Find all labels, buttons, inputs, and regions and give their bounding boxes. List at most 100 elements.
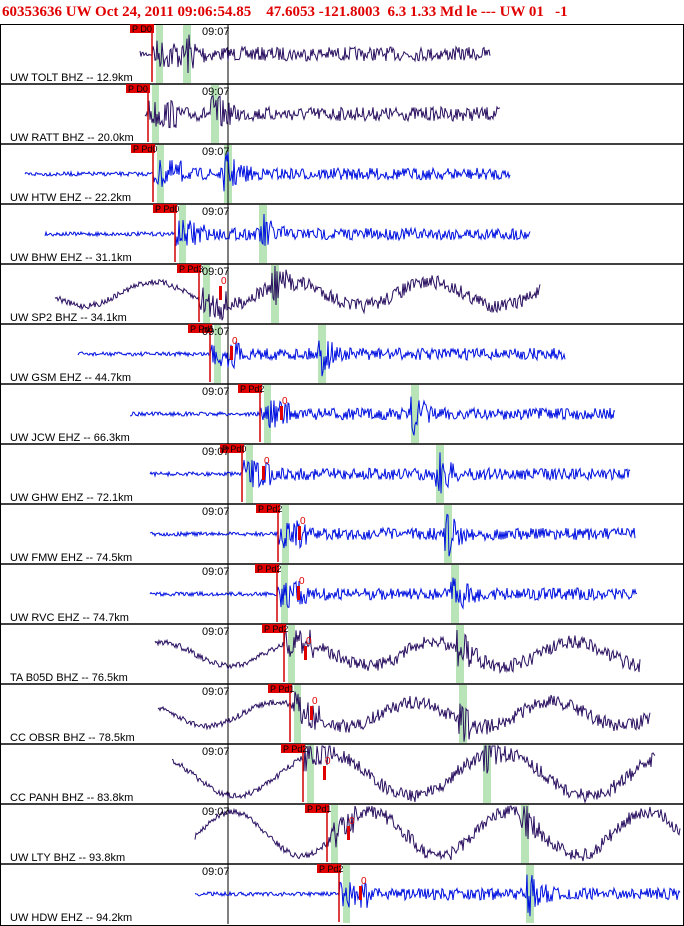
- s-window: [436, 445, 444, 503]
- waveform: [24, 151, 511, 192]
- waveform: [144, 94, 501, 129]
- time-label: 09:07: [202, 146, 230, 158]
- time-label: 09:07: [202, 686, 230, 698]
- pick-label: P Pd1: [190, 324, 214, 334]
- pick-flag: [131, 144, 155, 153]
- waveform: [54, 265, 541, 321]
- s-window: [521, 805, 529, 863]
- phase-label: 0: [300, 516, 306, 527]
- phase-mark: [230, 346, 233, 360]
- pick-label: P Pd2: [257, 564, 281, 574]
- phase-mark: [262, 466, 265, 480]
- time-label: 09:07: [202, 806, 230, 818]
- pick-flag: [177, 264, 201, 273]
- pick-label: P Pd2: [264, 624, 288, 634]
- pick-flag: [305, 804, 329, 813]
- station-label: UW GSM EHZ -- 44.7km: [10, 372, 131, 384]
- station-label: CC OBSR BHZ -- 78.5km: [10, 732, 135, 744]
- waveform: [194, 805, 681, 862]
- phase-label: 0: [282, 396, 288, 407]
- pick-flag: [153, 204, 177, 213]
- waveform: [139, 34, 491, 74]
- phase-mark: [297, 586, 300, 600]
- waveform: [129, 396, 616, 436]
- phase-label: 0: [306, 636, 312, 647]
- pick-label: P Pd0: [133, 144, 157, 154]
- pick-label: P Pd0: [155, 204, 179, 214]
- waveform: [194, 874, 681, 917]
- s-window: [411, 385, 419, 443]
- pick-flag: [238, 384, 262, 393]
- phase-label: 0: [299, 576, 305, 587]
- time-label: 09:07: [202, 506, 230, 518]
- phase-label: 0: [349, 816, 355, 827]
- station-label: UW BHW EHZ -- 31.1km: [10, 252, 132, 264]
- phase-label: 0: [312, 696, 318, 707]
- s-window: [288, 625, 295, 683]
- s-window: [157, 145, 164, 203]
- waveform: [171, 744, 656, 804]
- phase-label: 0: [232, 336, 238, 347]
- waveform: [149, 577, 638, 610]
- phase-label: 0: [264, 456, 270, 467]
- phase-mark: [280, 406, 283, 420]
- pick-label: P Pd2: [283, 744, 307, 754]
- pick-flag: [256, 504, 280, 513]
- pick-label: P D0: [132, 24, 152, 34]
- s-window: [318, 325, 326, 383]
- pick-flag: [130, 24, 154, 33]
- pick-flag: [188, 324, 212, 333]
- waveform: [157, 691, 651, 742]
- pick-label: P Pd1: [270, 684, 294, 694]
- s-window: [271, 265, 279, 323]
- phase-mark: [298, 526, 301, 540]
- phase-mark: [310, 706, 313, 720]
- station-label: UW RATT BHZ -- 20.0km: [10, 132, 134, 144]
- time-label: 09:07: [202, 266, 230, 278]
- pick-flag: [268, 684, 292, 693]
- waveform: [149, 513, 636, 557]
- pick-label: P Pd3: [179, 264, 203, 274]
- s-window: [307, 745, 314, 803]
- station-label: UW GHW EHZ -- 72.1km: [10, 492, 133, 504]
- time-label: 09:07: [202, 386, 230, 398]
- s-window: [526, 865, 534, 923]
- station-label: CC PANH BHZ -- 83.8km: [10, 792, 133, 804]
- pick-flag: [262, 624, 286, 633]
- pick-label: P Pd2: [319, 864, 343, 874]
- time-label: 09:07: [202, 746, 230, 758]
- station-label: TA B05D BHZ -- 76.5km: [10, 672, 128, 684]
- time-label: 09:07: [202, 446, 230, 458]
- time-label: 09:07: [202, 626, 230, 638]
- s-window: [203, 265, 210, 323]
- s-window: [294, 685, 301, 743]
- pick-flag: [317, 864, 341, 873]
- station-label: UW RVC EHZ -- 74.7km: [10, 612, 129, 624]
- station-label: UW HTW EHZ -- 22.2km: [10, 192, 131, 204]
- waveform: [77, 340, 566, 377]
- pick-label: P Pd2: [240, 384, 264, 394]
- s-window: [211, 85, 219, 143]
- station-label: UW TOLT BHZ -- 12.9km: [10, 72, 133, 84]
- pick-label: P D0: [128, 84, 148, 94]
- phase-mark: [304, 646, 307, 660]
- time-label: 09:07: [202, 326, 230, 338]
- pick-flag: [220, 444, 244, 453]
- phase-mark: [323, 766, 326, 780]
- time-label: 09:07: [202, 866, 230, 878]
- pick-flag: [281, 744, 305, 753]
- phase-label: 0: [361, 876, 367, 887]
- event-header: 60353636 UW Oct 24, 2011 09:06:54.85 47.…: [2, 4, 568, 20]
- station-label: UW LTY BHZ -- 93.8km: [10, 852, 125, 864]
- phase-label: 0: [221, 276, 227, 287]
- waveform: [149, 452, 631, 494]
- s-window: [214, 325, 221, 383]
- pick-label: P Pd1: [307, 804, 331, 814]
- station-label: UW HDW EHZ -- 94.2km: [10, 912, 132, 924]
- pick-label: P Pd0: [222, 444, 246, 454]
- pick-flag: [126, 84, 150, 93]
- phase-mark: [347, 826, 350, 840]
- time-label: 09:07: [202, 86, 230, 98]
